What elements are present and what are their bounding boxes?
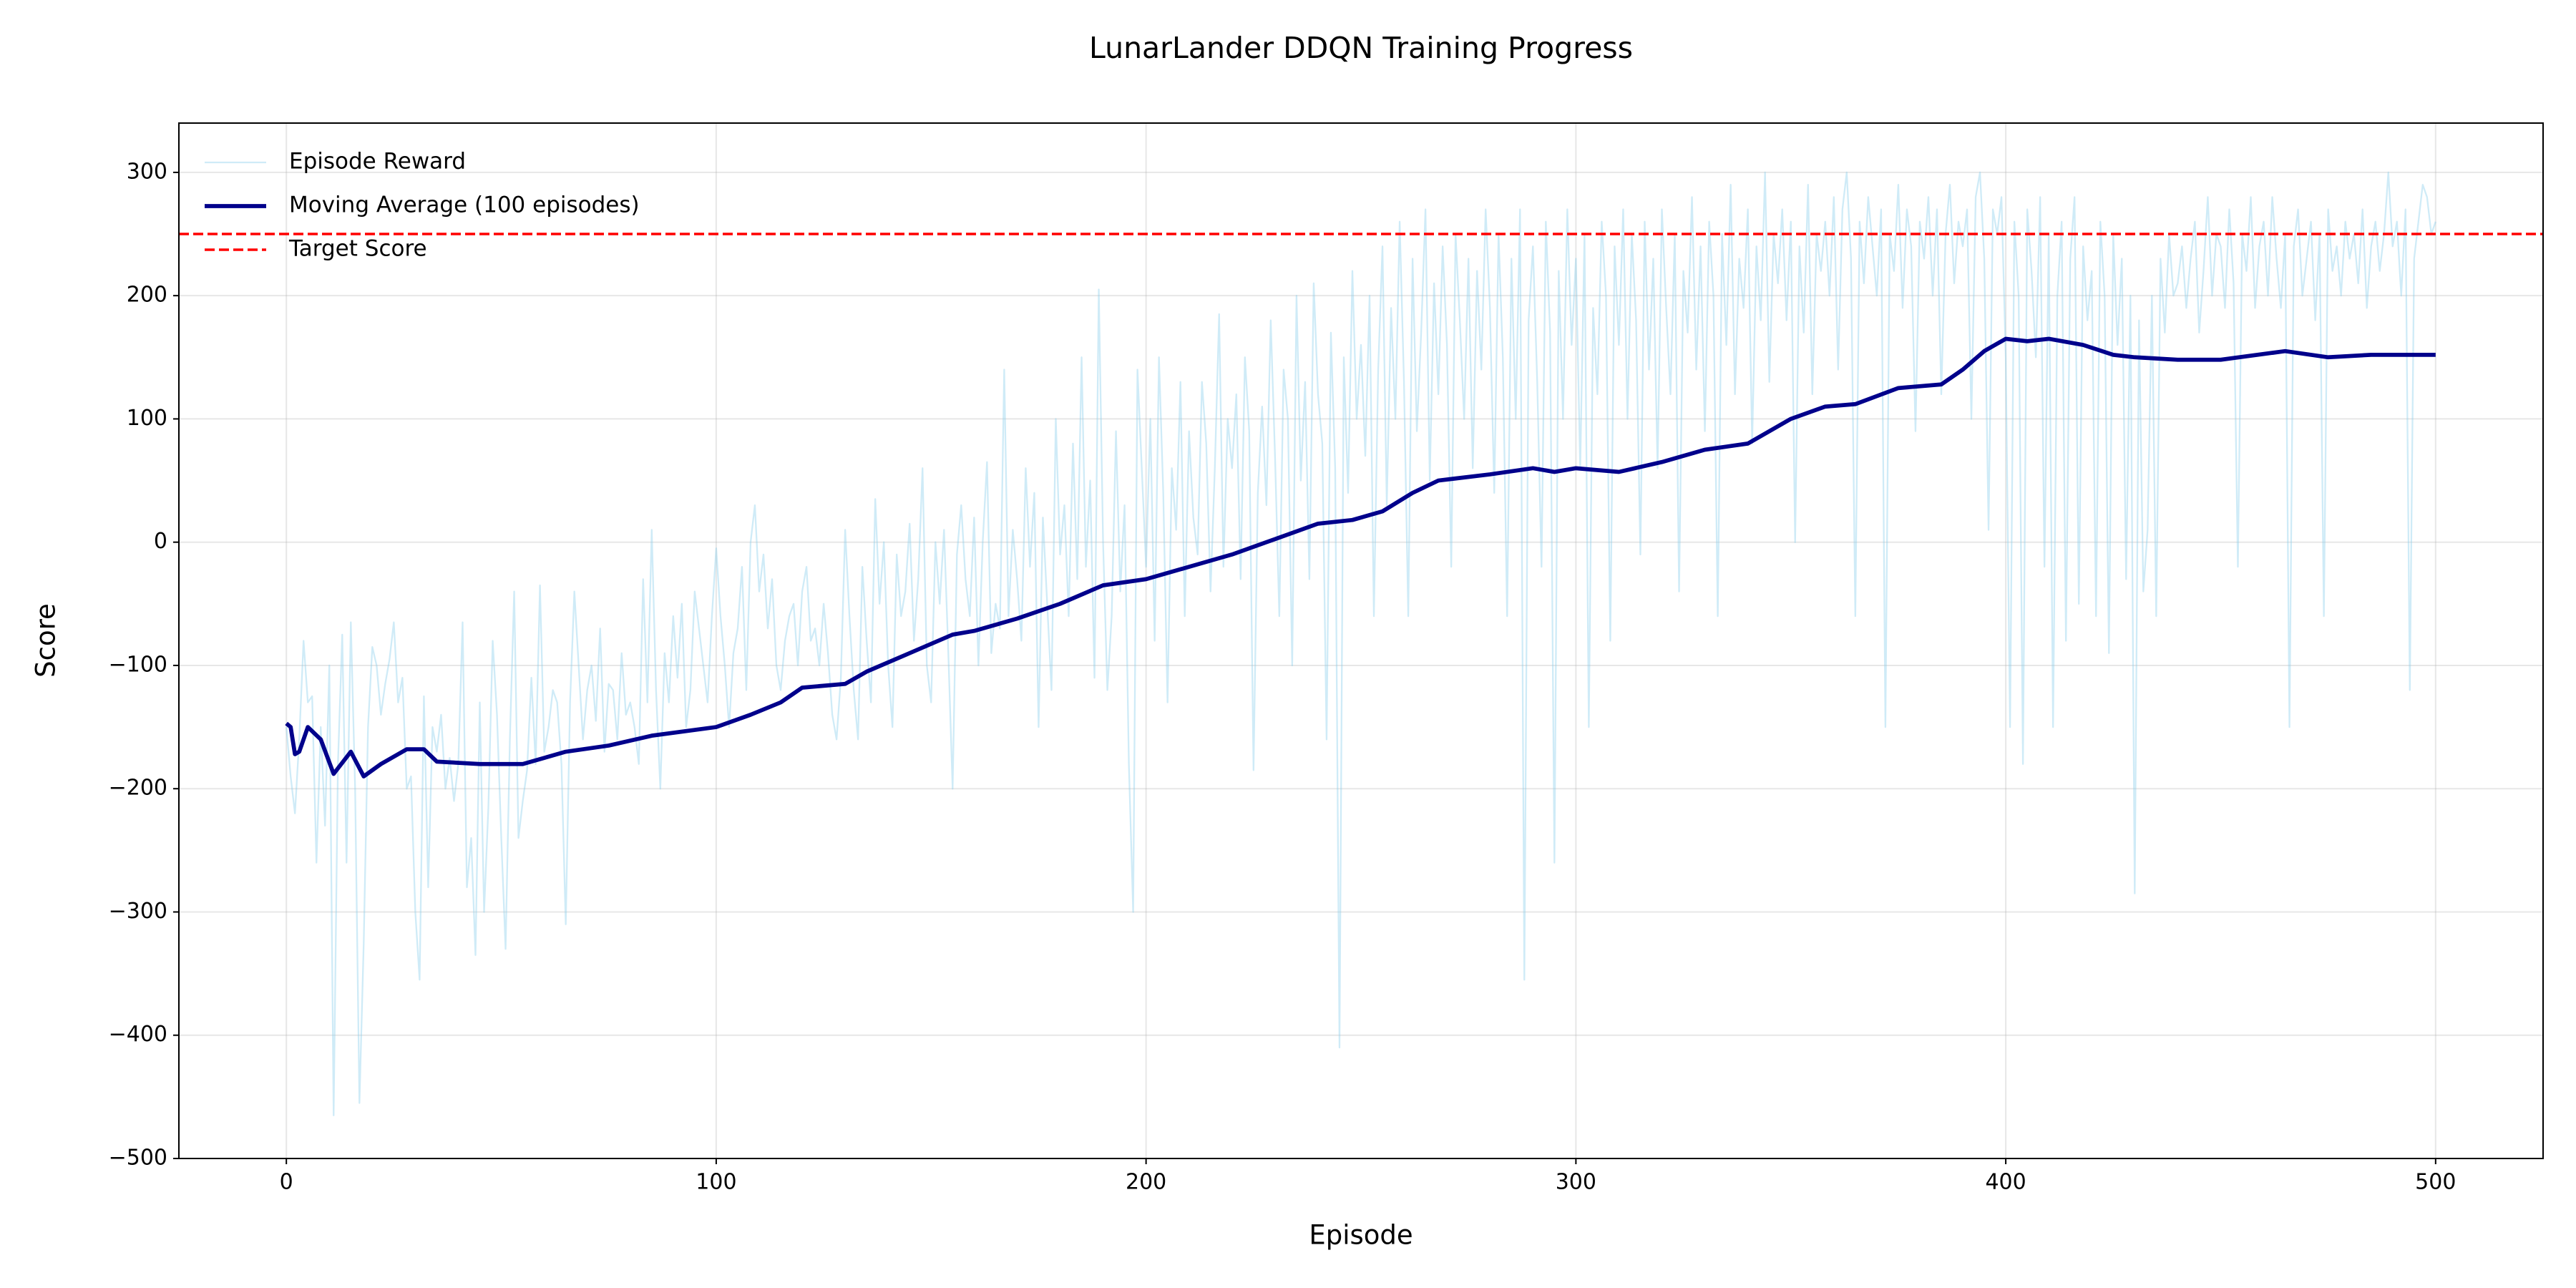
y-tick-label: 200 — [127, 283, 167, 308]
x-axis-label: Episode — [1309, 1220, 1413, 1251]
x-tick-label: 500 — [2415, 1170, 2456, 1195]
legend-label: Episode Reward — [289, 149, 466, 175]
y-tick-label: −300 — [109, 899, 167, 924]
x-tick-label: 400 — [1985, 1170, 2026, 1195]
y-axis-label: Score — [31, 603, 62, 678]
legend-label: Moving Average (100 episodes) — [289, 192, 640, 218]
y-tick-label: 0 — [154, 529, 167, 554]
x-tick-label: 300 — [1556, 1170, 1596, 1195]
y-tick-label: −400 — [109, 1022, 167, 1047]
plot-frame — [178, 122, 2544, 1159]
x-tick-label: 0 — [280, 1170, 293, 1195]
y-tick-label: −100 — [109, 652, 167, 677]
legend-label: Target Score — [288, 236, 427, 262]
y-tick-label: −500 — [109, 1146, 167, 1171]
series-line — [285, 336, 2436, 779]
y-tick-label: 100 — [127, 406, 167, 431]
y-tick-label: 300 — [127, 159, 167, 184]
x-tick-label: 100 — [696, 1170, 736, 1195]
series-line — [286, 171, 2436, 1116]
chart-title: LunarLander DDQN Training Progress — [1089, 31, 1633, 65]
x-tick-label: 200 — [1126, 1170, 1166, 1195]
y-tick-label: −200 — [109, 776, 167, 801]
